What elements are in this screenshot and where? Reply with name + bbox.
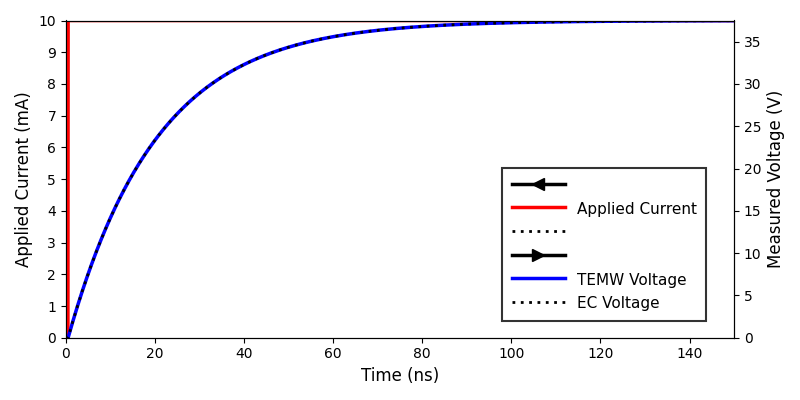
Y-axis label: Measured Voltage (V): Measured Voltage (V)	[767, 90, 785, 268]
Y-axis label: Applied Current (mA): Applied Current (mA)	[15, 91, 33, 267]
X-axis label: Time (ns): Time (ns)	[361, 367, 439, 385]
Legend: , Applied Current, , , TEMW Voltage, EC Voltage: , Applied Current, , , TEMW Voltage, EC …	[502, 168, 706, 320]
